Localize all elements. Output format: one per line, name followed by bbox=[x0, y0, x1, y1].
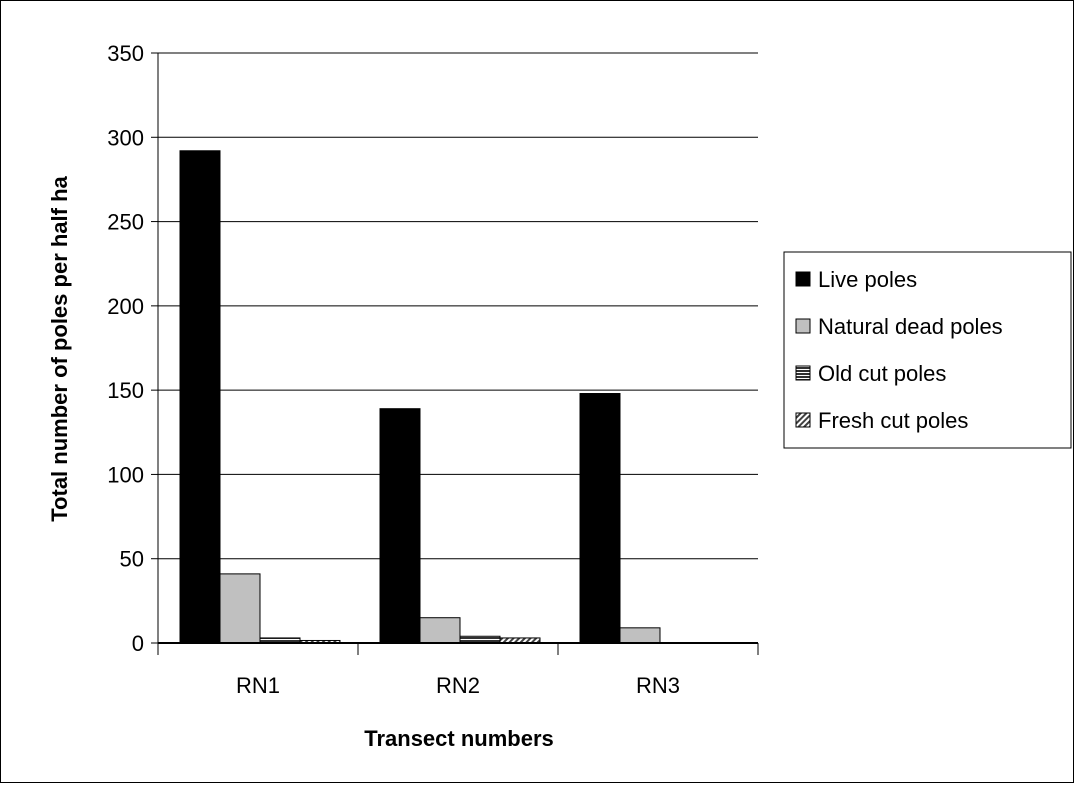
legend-swatch bbox=[795, 412, 811, 428]
bars bbox=[179, 150, 661, 644]
bar-old-cut-poles-rn2 bbox=[459, 635, 501, 644]
legend: Live poles Natural dead poles Old cut pole… bbox=[783, 251, 1072, 449]
y-tick-label: 50 bbox=[120, 547, 144, 572]
y-tick-label: 200 bbox=[107, 294, 144, 319]
x-tick-label: RN3 bbox=[636, 673, 680, 698]
y-tick-label: 0 bbox=[132, 631, 144, 656]
legend-label: Live poles bbox=[818, 267, 917, 292]
y-tick-label: 150 bbox=[107, 378, 144, 403]
legend-label: Fresh cut poles bbox=[818, 408, 968, 433]
y-tick-label: 300 bbox=[107, 125, 144, 150]
legend-swatch bbox=[795, 271, 811, 287]
gridlines bbox=[158, 52, 758, 560]
bar-natural-dead-poles-rn1 bbox=[219, 573, 261, 644]
legend-label: Natural dead poles bbox=[818, 314, 1003, 339]
y-axis-label: Total number of poles per half ha bbox=[47, 175, 72, 521]
legend-label: Old cut poles bbox=[818, 361, 946, 386]
x-tick-label: RN2 bbox=[436, 673, 480, 698]
axes: 0 50 100 150 200 250 300 350 RN1 RN2 RN3 bbox=[107, 41, 759, 698]
bar-live-poles-rn2 bbox=[379, 408, 421, 644]
bar-natural-dead-poles-rn2 bbox=[419, 617, 461, 644]
legend-swatch bbox=[795, 365, 811, 381]
y-tick-label: 350 bbox=[107, 41, 144, 66]
x-axis-label: Transect numbers bbox=[364, 726, 554, 751]
bar-live-poles-rn3 bbox=[579, 393, 621, 644]
bar-natural-dead-poles-rn3 bbox=[619, 627, 661, 644]
y-tick-label: 250 bbox=[107, 210, 144, 235]
bar-live-poles-rn1 bbox=[179, 150, 221, 644]
legend-box bbox=[783, 251, 1072, 449]
y-tick-label: 100 bbox=[107, 462, 144, 487]
x-tick-label: RN1 bbox=[236, 673, 280, 698]
legend-swatch bbox=[795, 318, 811, 334]
